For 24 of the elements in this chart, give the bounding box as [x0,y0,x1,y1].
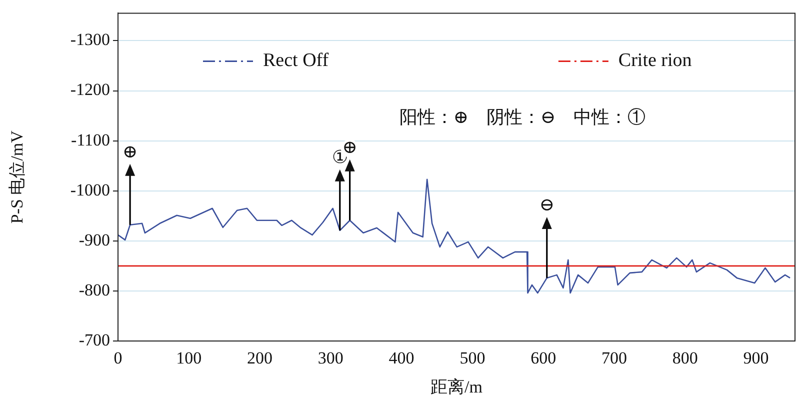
x-axis-title: 距离/m [430,377,482,396]
x-tick-label: 500 [460,348,486,368]
y-tick-label: -700 [78,330,110,350]
annotation: ⊖ [539,194,554,215]
y-tick-label: -1200 [70,80,110,100]
y-tick-label: -1300 [70,30,110,50]
y-tick-label: -900 [78,230,110,250]
x-tick-label: 600 [530,348,556,368]
x-tick-label: 800 [672,348,698,368]
annotation: ⊕ [122,142,138,162]
x-tick-label: 300 [318,348,344,368]
y-axis-title: P-S 电位/mV [8,130,27,224]
legend-label: Crite rion [618,50,692,72]
y-tick-label: -1000 [70,180,110,200]
legend-label: Rect Off [263,50,330,72]
x-tick-label: 400 [388,348,414,368]
x-tick-label: 0 [114,348,122,368]
annotation: 阳性：⊕ 阴性：⊖ 中性：① [399,106,646,127]
x-tick-label: 200 [247,348,273,368]
x-tick-label: 100 [176,348,202,368]
y-tick-label: -1100 [70,130,110,150]
y-tick-label: -800 [78,280,110,300]
x-tick-label: 700 [601,348,627,368]
x-tick-label: 900 [743,348,769,368]
